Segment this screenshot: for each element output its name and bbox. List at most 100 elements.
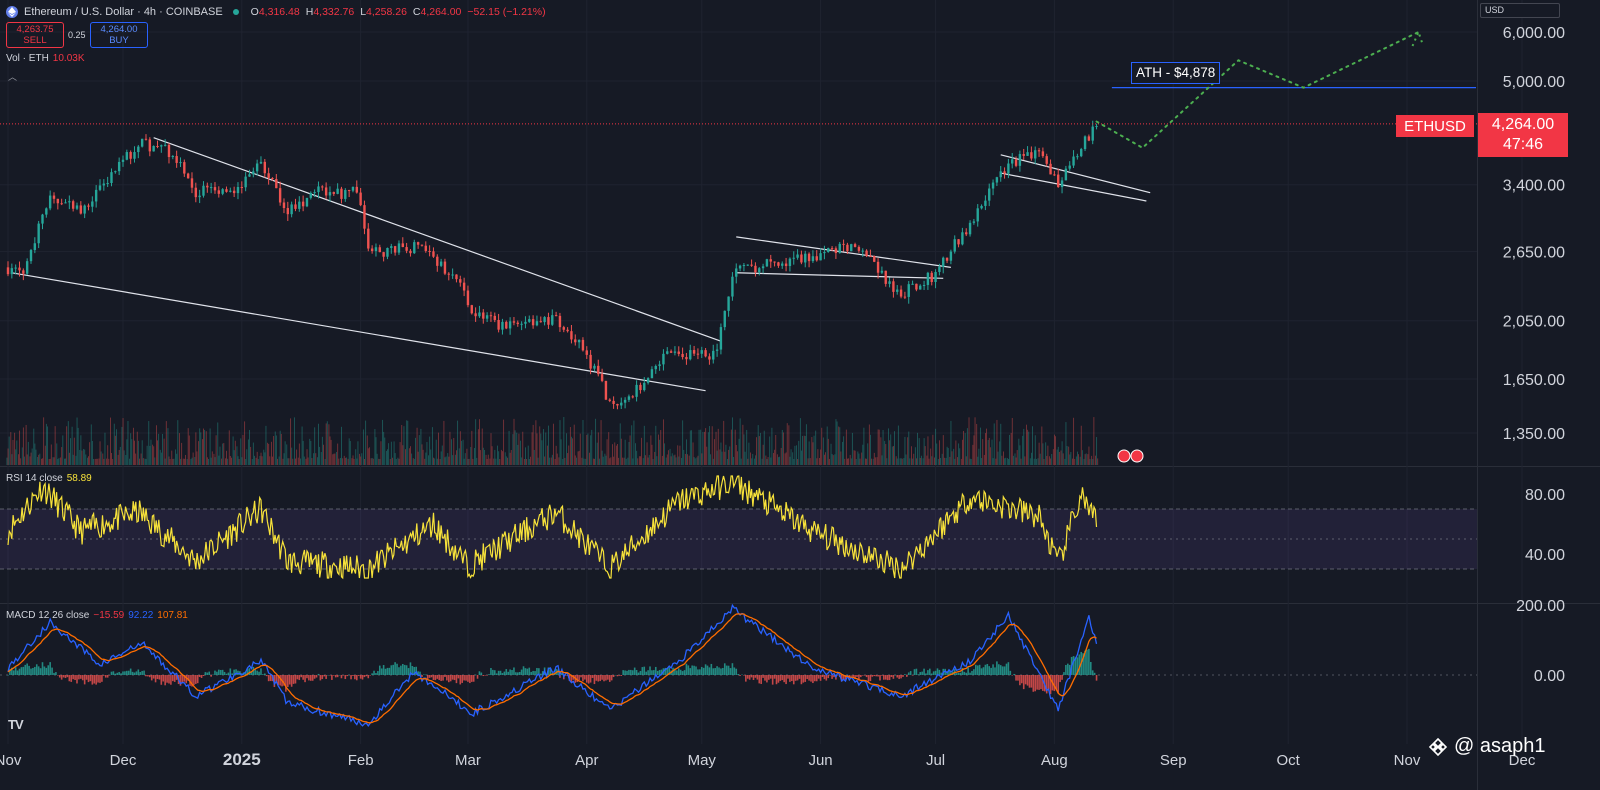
volume-bar [847, 458, 848, 465]
macd-histogram-bar [348, 674, 350, 676]
volume-bar [278, 456, 280, 465]
volume-bar [188, 435, 190, 465]
macd-histogram-bar [426, 675, 429, 680]
buy-button[interactable]: 4,264.00 BUY [90, 22, 148, 48]
volume-bar [759, 432, 761, 465]
volume-bar [398, 458, 400, 465]
volume-bar [581, 457, 583, 465]
volume-bar [729, 446, 731, 465]
volume-bar [146, 445, 148, 465]
macd-histogram-bar [55, 672, 57, 675]
volume-bar [532, 424, 534, 465]
volume-bar [421, 444, 423, 465]
currency-button[interactable]: USD [1480, 3, 1560, 18]
sell-button[interactable]: 4,263.75 SELL [6, 22, 64, 48]
candle-body [114, 171, 117, 173]
candle-body [830, 248, 834, 250]
candle-body [298, 201, 301, 209]
volume-bar [1061, 441, 1063, 465]
volume-bar [917, 432, 918, 465]
candle-body [332, 192, 335, 194]
symbol-header[interactable]: Ethereum / U.S. Dollar · 4h · COINBASE O… [6, 4, 546, 20]
volume-bar [332, 454, 334, 465]
macd-histogram-bar [651, 670, 653, 675]
macd-histogram-bar [825, 675, 828, 681]
volume-bar [893, 446, 894, 465]
volume-bar [541, 440, 543, 465]
volume-bar [719, 449, 721, 465]
volume-bar [215, 435, 217, 465]
candle-body [731, 276, 734, 297]
macd-histogram-bar [687, 665, 690, 675]
candle-body [984, 200, 987, 206]
event-marker [1117, 449, 1131, 463]
macd-histogram-bar [1038, 675, 1040, 690]
candle-body [968, 222, 972, 235]
macd-histogram-bar [66, 675, 69, 678]
volume-bar [306, 449, 308, 465]
macd-histogram-bar [465, 675, 467, 681]
collapse-legend-button[interactable]: ︿ [8, 72, 18, 82]
volume-bar [877, 429, 879, 465]
candle-body [639, 384, 642, 391]
volume-bar [360, 456, 362, 465]
volume-bar [47, 426, 48, 465]
volume-bar [590, 435, 592, 465]
macd-histogram-bar [1063, 672, 1065, 675]
tradingview-logo[interactable]: TV [8, 717, 24, 732]
candle-body [367, 228, 370, 249]
candle-body [240, 187, 244, 189]
candle-body [393, 246, 397, 253]
volume-bar [888, 428, 889, 465]
candle-body [585, 350, 588, 355]
macd-histogram-bar [12, 670, 15, 675]
macd-histogram-bar [789, 675, 791, 682]
macd-histogram-bar [775, 675, 778, 685]
volume-bar [1042, 443, 1044, 465]
macd-histogram-bar [718, 667, 720, 675]
volume-bar [713, 439, 715, 465]
rsi-legend[interactable]: RSI 14 close 58.89 [6, 473, 92, 484]
volume-bar [583, 458, 585, 465]
candle-body [317, 186, 320, 193]
volume-bar [1070, 451, 1072, 465]
macd-histogram-bar [210, 675, 212, 677]
macd-legend[interactable]: MACD 12 26 close −15.59 92.22 107.81 [6, 610, 188, 621]
candle-body [416, 242, 420, 245]
macd-histogram-bar [212, 674, 214, 676]
volume-bar [185, 454, 186, 465]
macd-histogram-bar [1042, 675, 1044, 691]
volume-bar [75, 455, 77, 465]
candle-body [930, 272, 933, 282]
volume-bar [53, 457, 55, 465]
volume-bar [652, 458, 654, 465]
volume-bar [619, 423, 621, 465]
volume-bar [651, 444, 653, 465]
macd-histogram-bar [610, 675, 613, 681]
volume-bar [418, 435, 420, 465]
volume-bar [614, 442, 616, 465]
volume-bar [1046, 455, 1048, 465]
volume-bar [624, 439, 626, 465]
candle-body [485, 315, 489, 319]
macd-histogram-bar [164, 675, 166, 686]
volume-bar [261, 456, 263, 465]
candle-body [1095, 125, 1098, 127]
volume-bar [337, 443, 339, 465]
macd-histogram-bar [143, 670, 145, 675]
candle-body [420, 244, 424, 246]
volume-legend[interactable]: Vol · ETH 10.03K [6, 53, 85, 64]
macd-histogram-bar [204, 672, 207, 675]
macd-histogram-bar [137, 669, 140, 675]
volume-bar [585, 458, 587, 465]
candle-body [505, 321, 508, 329]
volume-bar [186, 458, 188, 465]
candle-body [669, 351, 673, 353]
volume-bar [813, 435, 815, 465]
volume-bar [598, 458, 600, 465]
volume-bar [1037, 458, 1039, 465]
candle-body [443, 261, 447, 274]
candle-body [608, 399, 611, 401]
volume-bar [35, 449, 37, 465]
